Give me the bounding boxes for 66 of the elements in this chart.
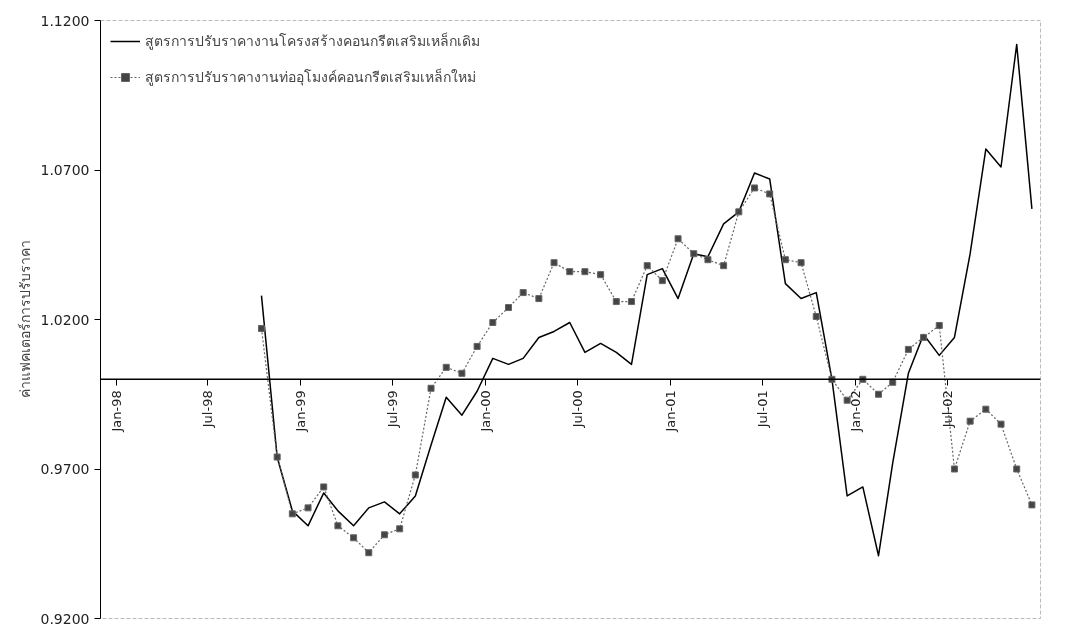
point	[535, 295, 543, 303]
point	[751, 184, 758, 192]
point	[257, 324, 265, 332]
point	[365, 549, 373, 557]
point	[473, 342, 481, 350]
point	[380, 531, 388, 539]
point	[273, 453, 281, 461]
point	[550, 259, 558, 267]
point	[875, 390, 883, 398]
point	[1013, 465, 1021, 473]
point	[781, 256, 789, 264]
point	[396, 525, 404, 533]
point	[334, 522, 342, 530]
x-tick-label: Jul-00	[570, 390, 586, 429]
point	[766, 190, 774, 198]
x-tick-label: Jul-01	[755, 390, 771, 429]
x-tick-label: Jan-98	[108, 390, 124, 433]
point	[612, 298, 620, 306]
point	[458, 369, 466, 377]
point	[735, 208, 743, 216]
point	[628, 298, 635, 306]
y-tick-label: 0.9200	[40, 610, 90, 627]
point	[966, 417, 974, 425]
point	[704, 256, 712, 264]
x-tick-label: Jul-99	[385, 390, 401, 429]
point	[288, 510, 296, 518]
point	[566, 268, 574, 276]
point	[442, 363, 450, 371]
point	[674, 235, 682, 243]
point	[797, 259, 805, 267]
point	[690, 250, 698, 258]
x-tick-label: Jul-98	[200, 390, 216, 429]
legend-label: สูตรการปรับราคางานโครงสร้างคอนกรีตเสริมเหล็กเดิม	[145, 31, 480, 52]
point	[843, 396, 851, 404]
x-tick-label: Jan-99	[293, 390, 309, 433]
point	[982, 405, 990, 413]
point	[597, 271, 605, 279]
y-tick-label: 1.0200	[40, 311, 90, 328]
y-tick-label: 1.1200	[40, 12, 90, 29]
x-tick-label: Jan-00	[478, 390, 494, 433]
point	[812, 313, 820, 321]
x-tick-label: Jul-02	[939, 390, 955, 429]
point	[427, 384, 435, 392]
y-axis-title: ค่าแฟคเตอร์การปรับราคา	[16, 240, 33, 399]
point	[519, 289, 527, 297]
point	[935, 321, 943, 329]
point	[920, 333, 928, 341]
point	[489, 318, 497, 326]
legend-label: สูตรการปรับราคางานท่ออุโมงค์คอนกรีตเสริมเหล็กใหม่	[145, 67, 476, 88]
point	[411, 471, 419, 479]
point	[720, 262, 728, 270]
point	[904, 345, 912, 353]
point	[658, 277, 666, 285]
point	[1028, 501, 1036, 509]
point	[643, 262, 651, 270]
point	[950, 465, 958, 473]
point	[997, 420, 1005, 428]
point	[504, 304, 512, 312]
point	[304, 504, 312, 512]
y-tick-label: 1.0700	[40, 162, 90, 178]
point	[320, 483, 328, 491]
y-tick-label: 0.9700	[40, 461, 90, 477]
point	[350, 534, 358, 542]
x-tick-label: Jan-02	[848, 390, 864, 433]
x-tick-label: Jan-01	[663, 390, 679, 433]
point	[581, 268, 589, 276]
